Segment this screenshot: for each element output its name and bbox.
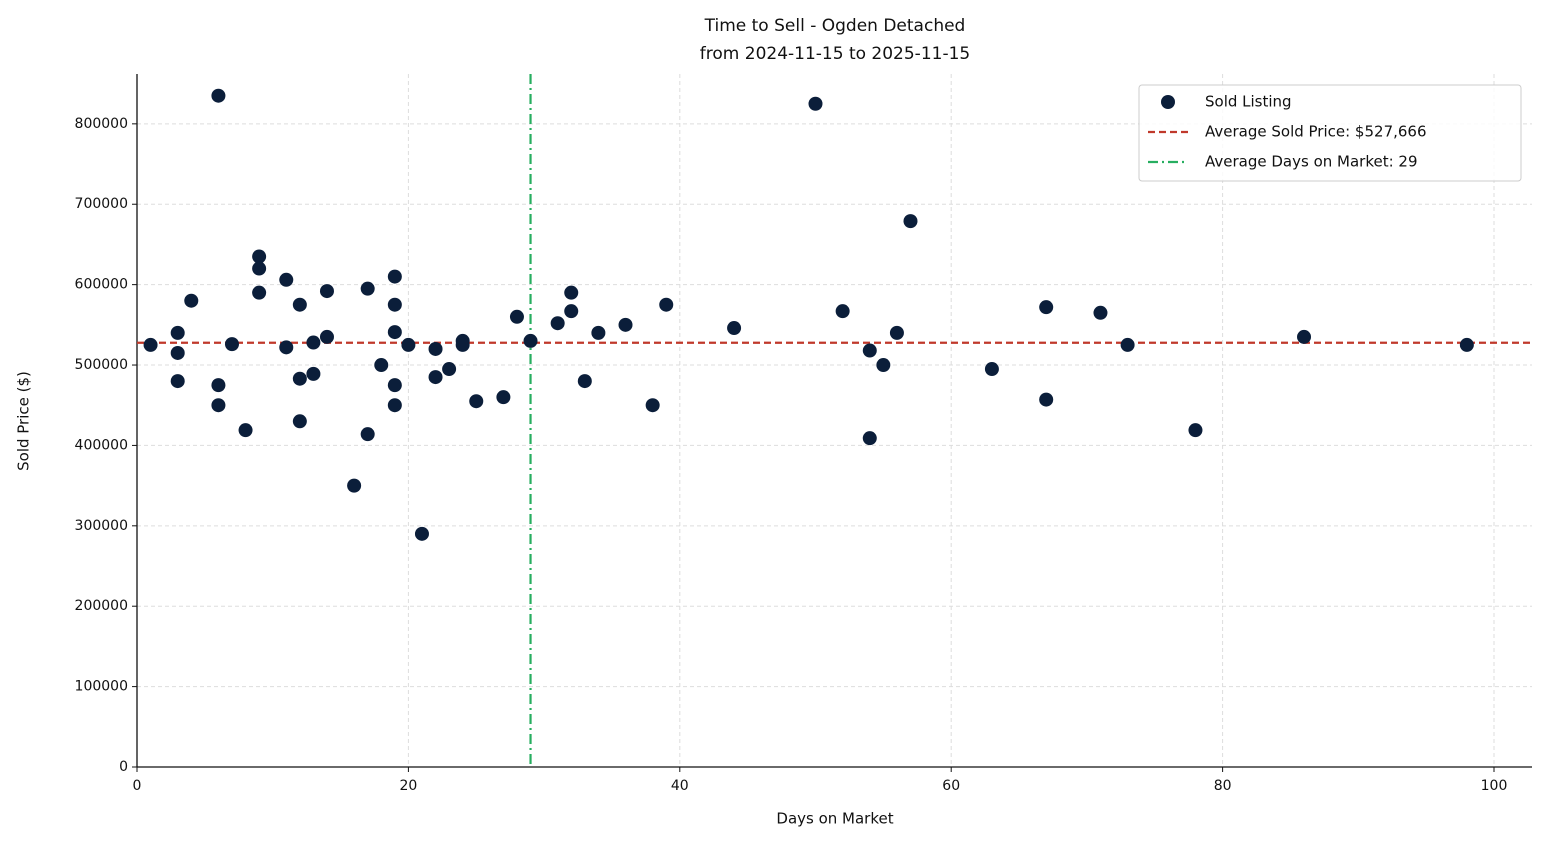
point <box>903 214 918 229</box>
point <box>170 374 185 389</box>
point <box>618 317 633 332</box>
point <box>306 335 321 350</box>
point <box>292 414 307 429</box>
y-tick-label: 600000 <box>75 277 128 293</box>
point <box>387 398 402 413</box>
point <box>984 362 999 377</box>
point <box>428 341 443 356</box>
point <box>1297 329 1312 344</box>
y-tick-label: 800000 <box>75 116 128 132</box>
point <box>727 321 742 336</box>
point <box>279 340 294 355</box>
point <box>862 343 877 358</box>
point <box>577 374 592 389</box>
x-tick-label: 20 <box>399 778 417 794</box>
point <box>292 297 307 312</box>
point <box>1120 337 1135 352</box>
point <box>387 378 402 393</box>
point <box>347 478 362 493</box>
point <box>184 293 199 308</box>
point <box>292 371 307 386</box>
point <box>645 398 660 413</box>
x-tick-label: 0 <box>133 778 142 794</box>
point <box>414 526 429 541</box>
point <box>211 398 226 413</box>
point <box>387 297 402 312</box>
legend-marker <box>1161 95 1175 109</box>
x-tick-label: 100 <box>1481 778 1508 794</box>
y-tick-label: 0 <box>119 759 128 775</box>
point <box>509 309 524 324</box>
point <box>455 337 470 352</box>
point <box>170 345 185 360</box>
point <box>1039 392 1054 407</box>
point <box>319 284 334 299</box>
point <box>387 325 402 340</box>
point <box>401 337 416 352</box>
point <box>564 285 579 300</box>
point <box>319 329 334 344</box>
point <box>211 88 226 103</box>
point <box>550 316 565 331</box>
point <box>306 366 321 381</box>
point <box>374 358 389 373</box>
point <box>808 96 823 111</box>
legend-label: Average Days on Market: 29 <box>1205 153 1418 171</box>
point <box>469 394 484 409</box>
point <box>252 261 267 276</box>
point <box>279 272 294 287</box>
y-tick-label: 100000 <box>75 679 128 695</box>
legend-box <box>1138 84 1522 182</box>
point <box>876 358 891 373</box>
legend-label: Sold Listing <box>1205 93 1292 111</box>
legend-label: Average Sold Price: $527,666 <box>1205 123 1427 141</box>
point <box>170 325 185 340</box>
point <box>523 333 538 348</box>
point <box>252 249 267 264</box>
point <box>238 423 253 438</box>
point <box>1188 423 1203 438</box>
point <box>1093 305 1108 320</box>
point <box>591 325 606 340</box>
point <box>428 370 443 385</box>
x-tick-label: 80 <box>1214 778 1232 794</box>
y-tick-label: 200000 <box>75 598 128 614</box>
point <box>659 297 674 312</box>
point <box>496 390 511 405</box>
x-tick-label: 40 <box>671 778 689 794</box>
y-tick-label: 700000 <box>75 196 128 212</box>
point <box>211 378 226 393</box>
point <box>1039 300 1054 315</box>
point <box>1459 337 1474 352</box>
point <box>564 304 579 319</box>
point <box>442 362 457 377</box>
x-axis-label: Days on Market <box>776 810 893 828</box>
x-tick-label: 60 <box>942 778 960 794</box>
point <box>360 427 375 442</box>
point <box>387 269 402 284</box>
chart-subtitle: from 2024-11-15 to 2025-11-15 <box>700 44 970 64</box>
point <box>862 431 877 446</box>
point <box>252 285 267 300</box>
y-axis-label: Sold Price ($) <box>15 371 33 471</box>
point <box>889 325 904 340</box>
y-tick-label: 400000 <box>75 437 128 453</box>
y-tick-label: 500000 <box>75 357 128 373</box>
point <box>835 304 850 319</box>
chart-title: Time to Sell - Ogden Detached <box>704 16 966 36</box>
y-tick-label: 300000 <box>75 518 128 534</box>
point <box>143 337 158 352</box>
point <box>224 337 239 352</box>
point <box>360 281 375 296</box>
